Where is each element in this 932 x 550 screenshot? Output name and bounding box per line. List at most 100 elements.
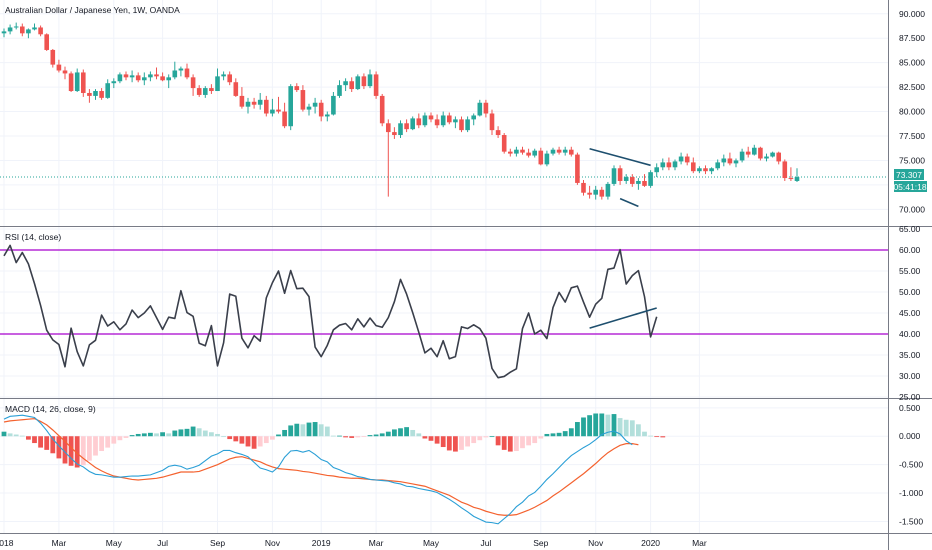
macd-histogram-bar <box>154 433 159 437</box>
candle-body <box>282 111 287 127</box>
macd-histogram-bar <box>373 434 379 437</box>
candle <box>508 148 513 157</box>
candle-body <box>587 192 592 195</box>
macd-tick-label: -1.500 <box>899 516 923 526</box>
candle <box>666 157 672 171</box>
candle-body <box>508 151 513 154</box>
candle-body <box>93 91 98 96</box>
candle-body <box>1 31 7 34</box>
candle-body <box>142 77 147 81</box>
macd-pane[interactable] <box>1 413 666 525</box>
candle-body <box>178 68 184 71</box>
x-tick-label: Jul <box>157 538 168 548</box>
macd-histogram-bar <box>355 436 361 438</box>
macd-histogram-bar <box>32 436 37 444</box>
candle-body <box>636 180 641 184</box>
macd-histogram-bar <box>636 424 641 437</box>
candle <box>123 71 129 81</box>
candle <box>20 23 25 37</box>
macd-histogram-bar <box>501 436 507 450</box>
rsi-tick-label: 25.00 <box>899 392 921 402</box>
macd-histogram-bar <box>123 436 129 438</box>
candle-body <box>233 82 239 96</box>
macd-histogram-bar <box>532 436 538 444</box>
candle-body <box>337 85 342 96</box>
macd-histogram-bar <box>593 413 599 437</box>
candle-body <box>318 102 324 117</box>
candle <box>154 67 159 80</box>
candle <box>361 73 367 90</box>
candle <box>562 146 568 156</box>
candle <box>44 33 49 51</box>
candle-body <box>398 123 403 136</box>
candle-body <box>62 70 68 74</box>
price-pane[interactable] <box>0 22 888 208</box>
candle <box>245 97 251 114</box>
macd-histogram-bar <box>13 434 19 437</box>
candle-body <box>257 99 263 105</box>
candle <box>733 158 739 168</box>
candle-body <box>215 76 220 92</box>
macd-histogram-bar <box>209 432 214 437</box>
candle-body <box>416 118 422 126</box>
macd-histogram-bar <box>422 436 428 439</box>
countdown-badge: 05:41:18 <box>893 181 927 192</box>
macd-histogram-bar <box>660 436 666 438</box>
candle <box>684 153 690 166</box>
rsi-tick-label: 40.00 <box>899 329 921 339</box>
candle <box>703 165 708 175</box>
macd-histogram-bar <box>306 422 312 437</box>
candle <box>117 72 123 84</box>
trendline <box>619 197 639 208</box>
candle-body <box>666 162 672 168</box>
candle <box>294 83 300 92</box>
rsi-pane[interactable] <box>0 244 888 379</box>
candle <box>599 186 605 200</box>
macd-line <box>3 414 633 525</box>
candle-body <box>343 81 348 86</box>
candle-body <box>203 88 208 95</box>
candle-body <box>459 119 464 131</box>
candle-body <box>532 150 537 156</box>
candle <box>636 178 641 190</box>
candle-body <box>13 26 19 28</box>
rsi-divergence-trendline <box>589 307 657 329</box>
candle <box>410 116 415 131</box>
candle-body <box>684 156 690 163</box>
macd-histogram-bar <box>44 436 50 450</box>
candle <box>520 146 525 155</box>
candle <box>209 84 214 94</box>
candle <box>422 112 428 128</box>
candle-body <box>623 177 629 181</box>
candle <box>38 25 43 37</box>
candle <box>770 151 775 158</box>
candle-body <box>379 95 385 124</box>
price-tick-label: 75.000 <box>899 155 925 165</box>
macd-histogram-bar <box>404 427 409 437</box>
candle-body <box>764 156 769 159</box>
candle <box>764 153 769 162</box>
candle <box>745 146 751 158</box>
x-tick-label: 2018 <box>0 538 14 548</box>
candle <box>459 116 464 133</box>
candle-body <box>20 26 25 34</box>
candle <box>538 147 544 166</box>
candle-body <box>520 149 525 153</box>
macd-histogram-bar <box>514 436 519 452</box>
macd-histogram-bar <box>56 436 62 459</box>
macd-histogram-bar <box>318 424 324 437</box>
candle-body <box>361 76 367 87</box>
candle-body <box>148 74 153 78</box>
candle <box>691 157 696 174</box>
macd-histogram-bar <box>623 419 629 437</box>
candle <box>495 126 501 138</box>
macd-histogram-bar <box>379 433 385 437</box>
candle-body <box>434 119 440 126</box>
candle-body <box>7 27 13 32</box>
candle-body <box>209 88 214 92</box>
candle-body <box>239 95 245 107</box>
candle-body <box>68 73 74 92</box>
macd-histogram-bar <box>428 436 434 441</box>
macd-tick-label: -0.500 <box>899 460 923 470</box>
